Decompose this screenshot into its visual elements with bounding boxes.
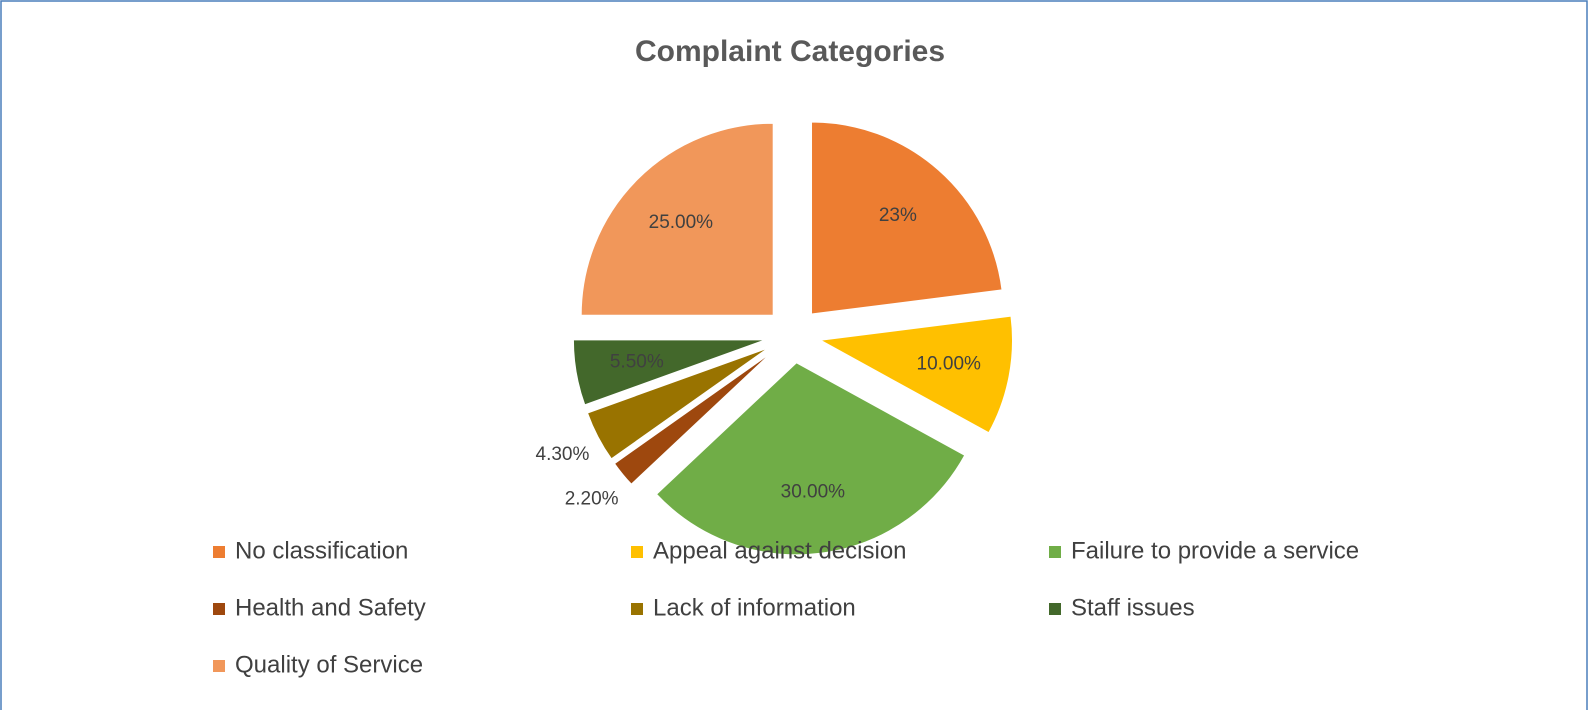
legend-swatch <box>1049 603 1061 615</box>
data-label: 25.00% <box>649 212 714 233</box>
data-label: 23% <box>879 205 917 226</box>
legend-label: Appeal against decision <box>653 537 907 564</box>
pie-slice <box>580 122 774 316</box>
legend-swatch <box>631 603 643 615</box>
legend-swatch <box>1049 546 1061 558</box>
legend-label: Quality of Service <box>235 651 423 678</box>
chart-title: Complaint Categories <box>635 35 945 68</box>
legend-swatch <box>213 546 225 558</box>
legend-label: Lack of information <box>653 594 856 621</box>
data-label: 4.30% <box>536 444 590 465</box>
legend-label: Health and Safety <box>235 594 426 621</box>
data-label: 5.50% <box>610 351 664 372</box>
pie-slice <box>613 352 772 485</box>
pie-slice <box>586 347 769 460</box>
pie-slice <box>818 315 1013 434</box>
legend-label: Failure to provide a service <box>1071 537 1359 564</box>
pie-slice <box>572 339 766 406</box>
legend-label: No classification <box>235 537 408 564</box>
pie-slice <box>811 121 1003 315</box>
data-label: 2.20% <box>565 488 619 509</box>
legend-swatch <box>631 546 643 558</box>
data-label: 30.00% <box>781 481 846 502</box>
legend-swatch <box>213 660 225 672</box>
legend-label: Staff issues <box>1071 594 1195 621</box>
pie-slice <box>655 362 966 556</box>
data-label: 10.00% <box>917 354 982 375</box>
legend-swatch <box>213 603 225 615</box>
